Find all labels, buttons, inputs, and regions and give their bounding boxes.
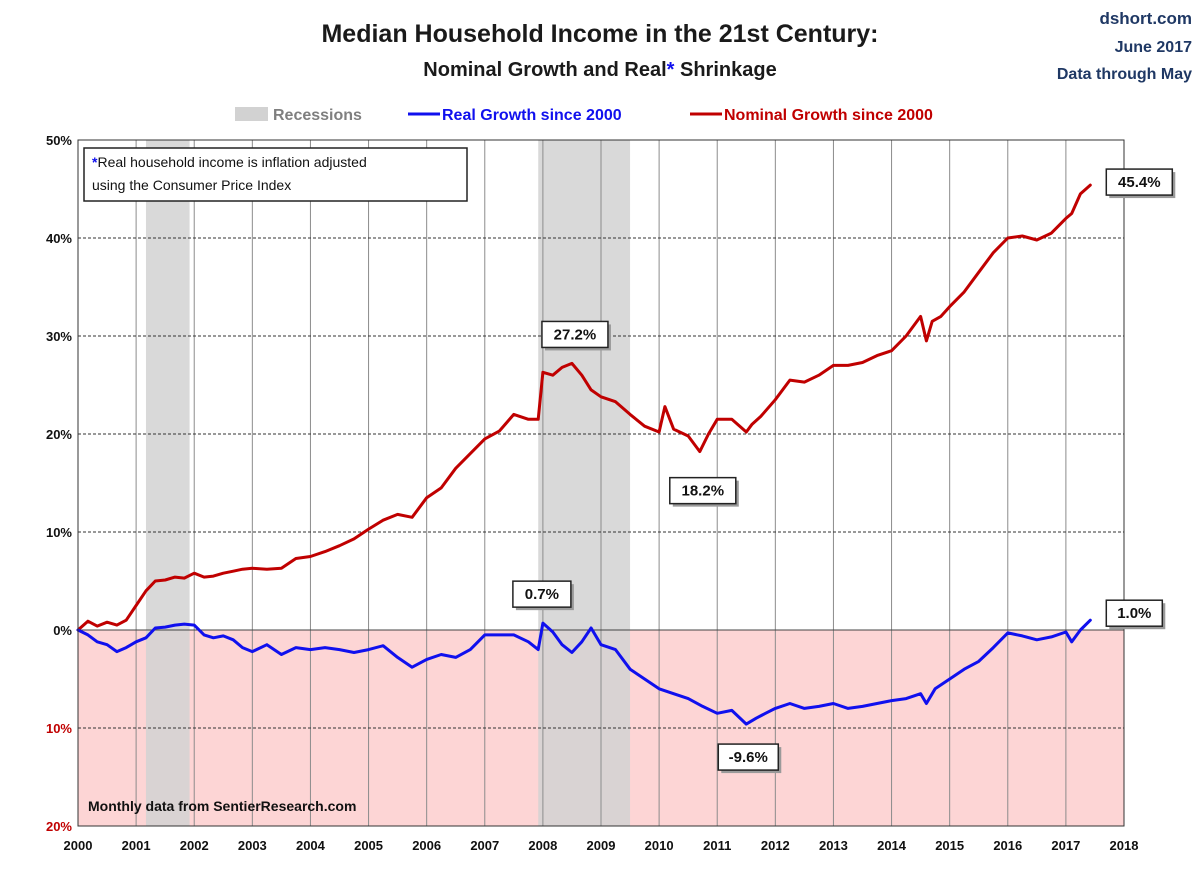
callout-box [717, 743, 780, 771]
callout-box [669, 476, 737, 505]
subtitle-asterisk: * [667, 59, 675, 81]
source-through: Data through May [1057, 66, 1192, 83]
nominal-growth-line [76, 183, 1092, 632]
legend-recession-swatch [235, 107, 268, 121]
chart-subtitle: Nominal Growth and Real* Shrinkage [423, 59, 776, 81]
note-line1: *Real household income is inflation adju… [92, 154, 367, 170]
y-tick-label: 20% [46, 427, 72, 442]
legend-real-label: Real Growth since 2000 [442, 107, 622, 124]
source-date: June 2017 [1115, 39, 1192, 56]
x-tick-label: 2003 [238, 838, 267, 853]
x-tick-label: 2017 [1051, 838, 1080, 853]
y-tick-label: 10% [46, 525, 72, 540]
x-tick-label: 2009 [587, 838, 616, 853]
note-box-frame [83, 147, 468, 202]
x-tick-label: 2018 [1110, 838, 1139, 853]
y-tick-label: 10% [46, 721, 72, 736]
y-tick-label: 40% [46, 231, 72, 246]
legend-nominal-label: Nominal Growth since 2000 [724, 107, 933, 124]
x-tick-label: 2004 [296, 838, 326, 853]
callout-box [541, 320, 609, 349]
note-asterisk: * [92, 154, 98, 170]
x-tick-label: 2001 [122, 838, 151, 853]
callout-box [1105, 168, 1174, 196]
footer-note: Monthly data from SentierResearch.com [88, 798, 356, 814]
note-line2: using the Consumer Price Index [92, 177, 291, 193]
x-tick-label: 2005 [354, 838, 383, 853]
x-tick-label: 2007 [470, 838, 499, 853]
x-tick-label: 2016 [993, 838, 1022, 853]
x-tick-label: 2015 [935, 838, 964, 853]
note-line1-text: Real household income is inflation adjus… [97, 154, 366, 170]
x-tick-label: 2014 [877, 838, 907, 853]
recession-band-1 [145, 140, 190, 826]
x-tick-label: 2008 [528, 838, 557, 853]
callout-box [1105, 599, 1164, 627]
subtitle-part2: Shrinkage [674, 59, 776, 81]
callout-label: -9.6% [729, 749, 768, 766]
callout-label: 45.4% [1118, 174, 1161, 191]
recession-band-2 [538, 140, 631, 826]
legend: Recessions Real Growth since 2000 Nomina… [235, 107, 933, 124]
callout-label: 18.2% [682, 483, 725, 500]
real-growth-line [76, 618, 1092, 726]
source-site: dshort.com [1099, 9, 1192, 28]
plot-frame [77, 139, 1125, 827]
subtitle-part1: Nominal Growth and Real [423, 59, 666, 81]
callout-box [512, 580, 572, 608]
x-tick-label: 2010 [645, 838, 674, 853]
callout-label: 0.7% [525, 586, 559, 603]
note-box: *Real household income is inflation adju… [83, 147, 468, 202]
x-tick-label: 2011 [703, 838, 731, 853]
x-tick-label: 2006 [412, 838, 441, 853]
y-tick-label: 50% [46, 133, 72, 148]
callout-label: 27.2% [554, 326, 597, 343]
callout-label: 1.0% [1117, 605, 1151, 622]
legend-recessions-label: Recessions [273, 107, 362, 124]
x-tick-label: 2002 [180, 838, 209, 853]
x-tick-label: 2000 [64, 838, 93, 853]
y-tick-label: 20% [46, 819, 72, 834]
x-tick-label: 2013 [819, 838, 848, 853]
y-tick-label: 0% [53, 623, 72, 638]
y-tick-label: 30% [46, 329, 72, 344]
x-tick-label: 2012 [761, 838, 790, 853]
chart-title: Median Household Income in the 21st Cent… [321, 20, 878, 48]
